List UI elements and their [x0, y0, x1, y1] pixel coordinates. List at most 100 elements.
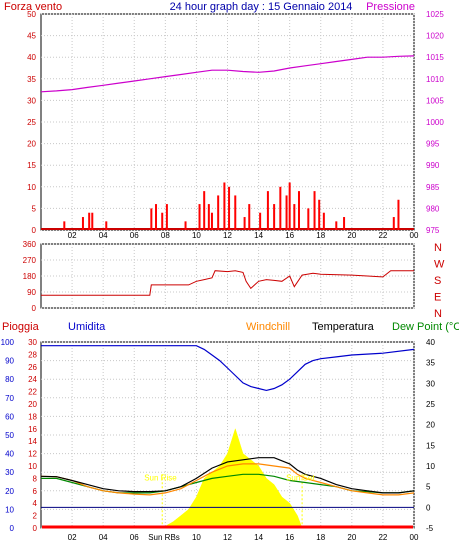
wind-bar: [210, 212, 213, 230]
time-tick-label: 06: [130, 231, 139, 240]
rain-tick-label: 12: [28, 450, 37, 459]
time-tick-label: 16: [285, 231, 294, 240]
wind-bar: [313, 191, 316, 230]
wind-bar: [203, 191, 206, 230]
wind-bars: [41, 182, 414, 230]
compass-label: N: [434, 308, 442, 320]
humidity-tick-label: 60: [5, 412, 14, 421]
time-tick-label: 16: [285, 533, 294, 542]
panel3-time-axis: 02 04 06 10 12 14 16 18 20 22 00: [68, 533, 419, 542]
rain-tick-label: 6: [33, 487, 38, 496]
humidity-tick-label: 80: [5, 375, 14, 384]
wind-bar: [81, 217, 84, 230]
wind-direction-line: [41, 270, 414, 296]
wind-bar: [397, 199, 400, 230]
pressure-tick-label: 1015: [426, 53, 444, 62]
wind-bar: [184, 221, 187, 230]
rain-tick-label: 22: [28, 388, 37, 397]
pressure-tick-label: 1010: [426, 75, 444, 84]
rain-tick-label: 16: [28, 425, 37, 434]
rain-tick-label: 4: [33, 499, 38, 508]
wind-tick-label: 25: [27, 118, 36, 127]
time-tick-label: 06: [130, 533, 139, 542]
compass-label: S: [434, 275, 441, 287]
legend-dewpoint: Dew Point (°C: [392, 321, 459, 333]
wind-bar: [288, 182, 291, 230]
wind-bar: [243, 217, 246, 230]
time-tick-label: 22: [378, 231, 387, 240]
temperature-tick-label: 30: [426, 379, 435, 388]
pressure-tick-label: 1020: [426, 32, 444, 41]
humidity-tick-label: 0: [10, 524, 15, 533]
time-tick-label: 18: [316, 533, 325, 542]
wind-bar: [217, 195, 220, 230]
time-tick-label: 04: [99, 533, 108, 542]
wind-bar: [63, 221, 66, 230]
sun-rise-label: Sun Rise: [144, 473, 177, 482]
legend-temperature: Temperatura: [312, 321, 375, 333]
wind-tick-label: 35: [27, 75, 36, 84]
wind-bar: [273, 204, 276, 230]
time-tick-label: 00: [410, 231, 419, 240]
chart-title: 24 hour graph day : 15 Gennaio 2014: [170, 1, 353, 13]
panel1-time-axis: 02 04 06 08 10 12 14 16 18 20 22 00: [68, 231, 419, 240]
direction-tick-label: 0: [32, 304, 37, 313]
wind-tick-label: 50: [27, 10, 36, 19]
wind-bar: [150, 208, 153, 230]
wind-tick-label: 5: [32, 204, 37, 213]
wind-title: Forza vento: [4, 1, 62, 13]
pressure-tick-label: 1025: [426, 10, 444, 19]
wind-bar: [266, 191, 269, 230]
humidity-tick-label: 90: [5, 357, 14, 366]
wind-bar: [165, 204, 168, 230]
wind-tick-label: 45: [27, 32, 36, 41]
rain-tick-label: 14: [28, 437, 37, 446]
direction-tick-label: 90: [27, 288, 36, 297]
temperature-tick-label: 5: [426, 483, 431, 492]
temperature-tick-label: 10: [426, 462, 435, 471]
wind-bar: [279, 186, 282, 230]
wind-bar: [228, 186, 231, 230]
wind-bar: [322, 212, 325, 230]
temperature-tick-label: 20: [426, 421, 435, 430]
time-tick-label: 00: [410, 533, 419, 542]
pressure-tick-label: 1005: [426, 96, 444, 105]
wind-bar: [259, 212, 262, 230]
time-tick-label: 22: [378, 533, 387, 542]
wind-bar: [392, 217, 395, 230]
compass-label: N: [434, 242, 442, 254]
panel3-temperature-axis: -5 0 5 10 15 20 25 30 35 40: [426, 338, 435, 533]
time-tick-label: 08: [161, 231, 170, 240]
wind-bar: [318, 199, 321, 230]
wind-bar: [343, 217, 346, 230]
humidity-tick-label: 70: [5, 394, 14, 403]
temperature-tick-label: 15: [426, 441, 435, 450]
wind-tick-label: 40: [27, 53, 36, 62]
sun-set-label: Sun Set: [286, 473, 315, 482]
humidity-tick-label: 30: [5, 468, 14, 477]
wind-bar: [285, 195, 288, 230]
wind-bar: [297, 191, 300, 230]
wind-bar: [248, 204, 251, 230]
humidity-tick-label: 10: [5, 505, 14, 514]
rain-tick-label: 20: [28, 400, 37, 409]
wind-bar: [307, 208, 310, 230]
time-tick-label: 02: [68, 231, 77, 240]
wind-tick-label: 30: [27, 96, 36, 105]
humidity-tick-label: 20: [5, 487, 14, 496]
humidity-tick-label: 50: [5, 431, 14, 440]
rain-tick-label: 2: [33, 512, 38, 521]
panel1-pressure-axis: 975 980 985 990 995 1000 1005 1010 1015 1020 1025: [426, 10, 444, 235]
wind-bar: [234, 195, 237, 230]
pressure-tick-label: 985: [426, 183, 440, 192]
pressure-tick-label: 990: [426, 161, 440, 170]
wind-tick-label: 20: [27, 140, 36, 149]
rain-tick-label: 24: [28, 375, 37, 384]
legend-rain: Pioggia: [2, 321, 40, 333]
rain-tick-label: 26: [28, 363, 37, 372]
compass-label: E: [434, 292, 441, 304]
panel2-grid: [41, 243, 415, 309]
pressure-tick-label: 980: [426, 204, 440, 213]
